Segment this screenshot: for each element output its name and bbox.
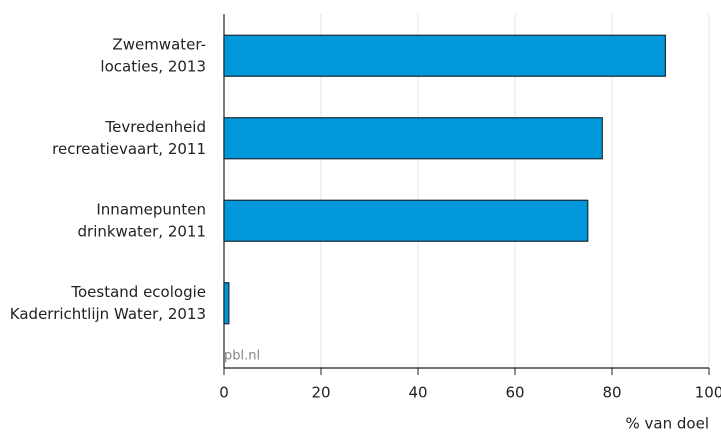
y-tick-label: recreatievaart, 2011 (52, 140, 206, 158)
x-tick-label: 80 (602, 384, 621, 402)
bar (223, 282, 230, 325)
y-tick-label: drinkwater, 2011 (78, 222, 207, 240)
x-axis-label: % van doel (626, 415, 709, 432)
source: pbl.nl (224, 349, 260, 364)
x-tick-label: 60 (505, 384, 524, 402)
x-tick-label: 20 (311, 384, 330, 402)
y-tick-label: Toestand ecologie (70, 283, 206, 301)
bar (223, 199, 589, 242)
bar (223, 117, 603, 160)
y-tick-label: Zwemwater- (112, 35, 206, 53)
y-tick-label: locaties, 2013 (100, 57, 206, 75)
x-tick-label: 40 (408, 384, 427, 402)
y-tick-label: Innamepunten (96, 200, 206, 218)
bar (223, 34, 666, 77)
x-tick-label: 100 (695, 384, 721, 402)
x-tick-label: 0 (219, 384, 229, 402)
y-tick-label: Kaderrichtlijn Water, 2013 (10, 305, 206, 323)
y-tick-label: Tevredenheid (105, 118, 206, 136)
